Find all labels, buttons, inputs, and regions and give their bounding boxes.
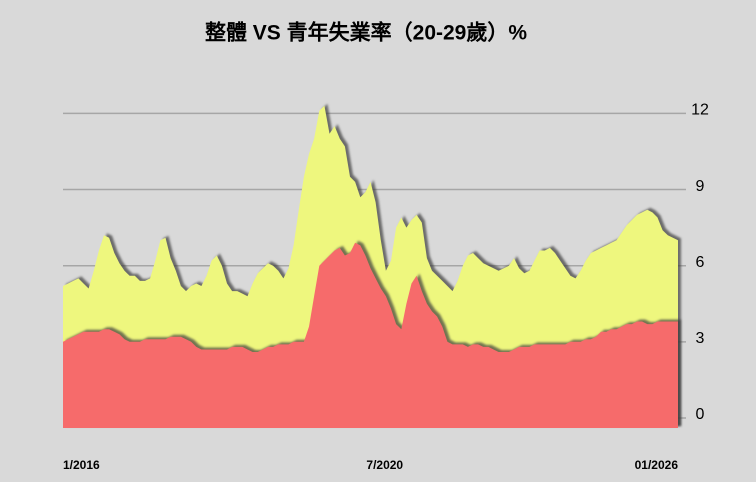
chart-title: 整體 VS 青年失業率（20-29歲）% <box>205 21 527 45</box>
x-tick-label: 01/2026 <box>635 458 679 472</box>
area <box>63 242 678 428</box>
x-tick-label: 1/2016 <box>63 458 100 472</box>
y-tick-label: 6 <box>696 254 705 271</box>
y-tick-label: 0 <box>696 406 705 423</box>
y-tick-label: 12 <box>691 102 709 119</box>
y-tick-label: 3 <box>696 330 705 347</box>
y-tick-label: 9 <box>696 178 705 195</box>
x-tick-label: 7/2020 <box>366 458 403 472</box>
